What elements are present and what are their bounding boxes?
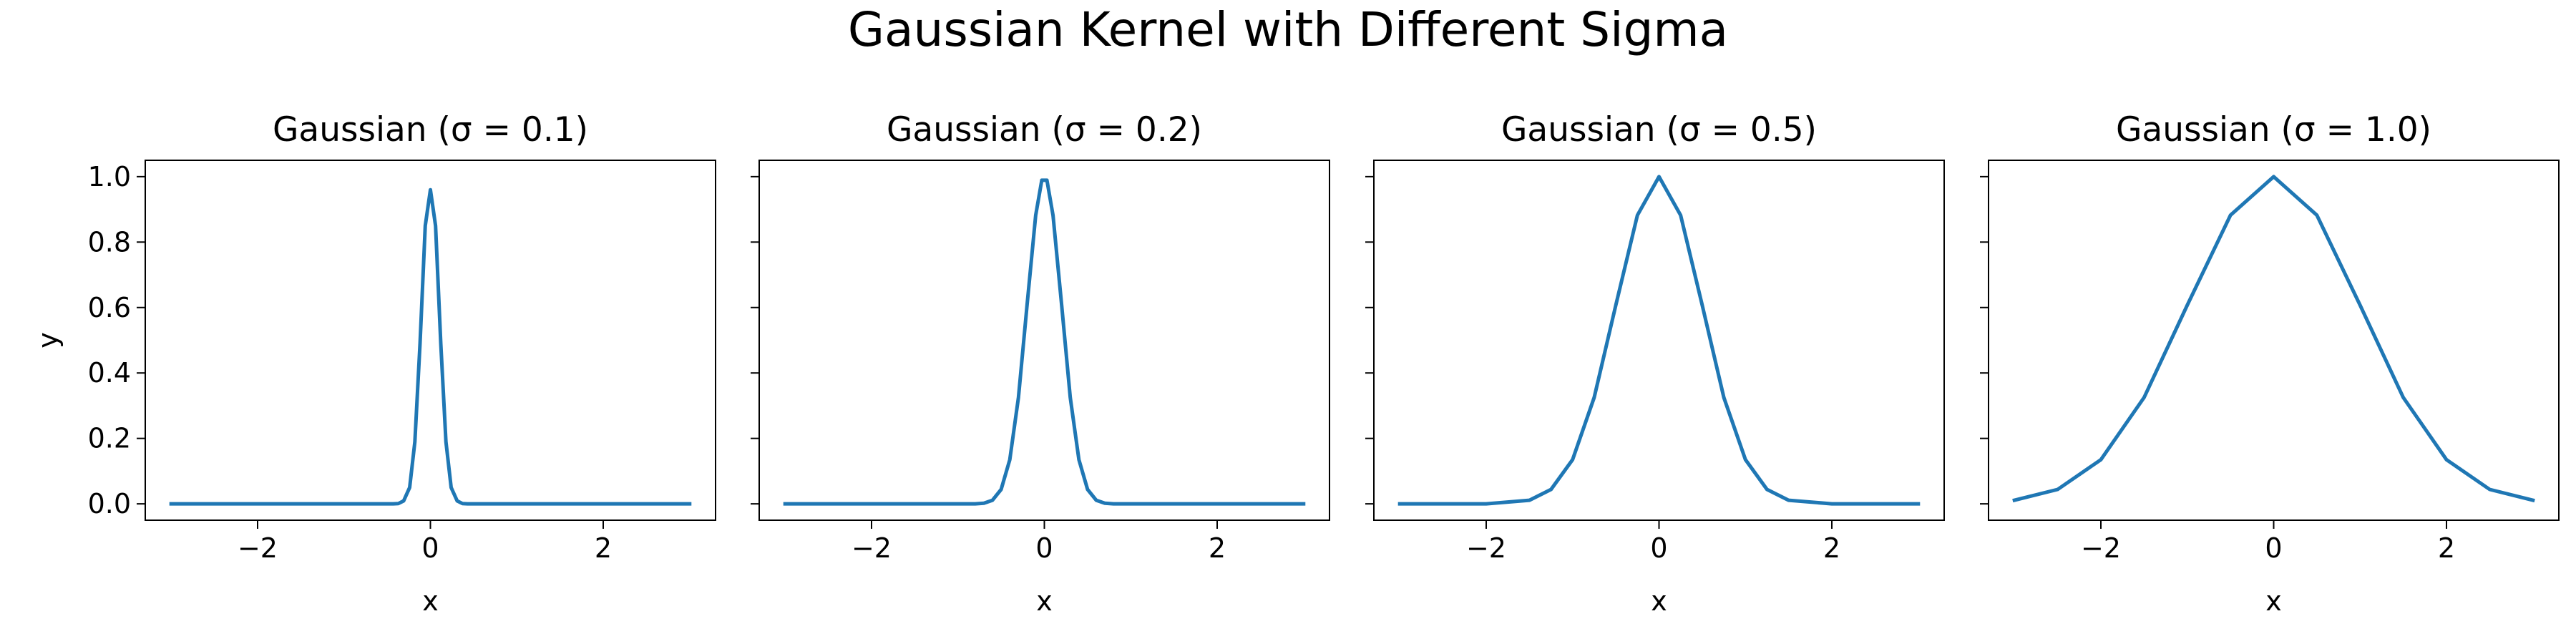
x-tick-label: −2 — [238, 532, 278, 564]
axes-frame — [758, 160, 1330, 521]
y-tick-label: 0.0 — [88, 488, 131, 519]
x-axis-label: x — [2265, 585, 2282, 617]
y-axis-label: y — [32, 332, 64, 348]
y-tick-label: 0.2 — [88, 423, 131, 454]
x-axis-label: x — [1036, 585, 1053, 617]
x-tick-label: 0 — [2265, 532, 2282, 564]
x-axis-label: x — [422, 585, 439, 617]
x-tick-label: 0 — [1035, 532, 1053, 564]
gaussian-curve — [1397, 175, 1921, 506]
axes-frame — [145, 160, 716, 521]
gaussian-curve — [783, 178, 1306, 506]
gaussian-curve — [2012, 175, 2535, 503]
subplot-2: Gaussian (σ = 0.2) −2 0 2 x — [751, 110, 1330, 617]
x-tick-label: 2 — [1209, 532, 1226, 564]
x-tick-label: 0 — [421, 532, 439, 564]
subplot-1: Gaussian (σ = 0.1) −2 0 2 0.0 0.2 0.4 0.6 0.8 1.0… — [32, 110, 716, 617]
subplot-title: Gaussian (σ = 0.1) — [273, 110, 588, 150]
subplot-title: Gaussian (σ = 0.5) — [1501, 110, 1817, 150]
y-tick-label: 0.8 — [88, 226, 131, 258]
x-tick-label: −2 — [852, 532, 892, 564]
y-tick-label: 0.4 — [88, 357, 131, 389]
subplot-grid: Gaussian (σ = 0.1) −2 0 2 0.0 0.2 0.4 0.6 0.8 1.0… — [32, 110, 2560, 617]
x-tick-label: 2 — [595, 532, 612, 564]
axes-frame — [1988, 160, 2560, 521]
x-tick-label: −2 — [1466, 532, 1506, 564]
x-tick-label: −2 — [2081, 532, 2121, 564]
figure-title: Gaussian Kernel with Different Sigma — [848, 2, 1728, 57]
x-axis-label: x — [1651, 585, 1667, 617]
axes-frame — [1373, 160, 1945, 521]
x-tick-label: 0 — [1650, 532, 1667, 564]
gaussian-curve — [169, 187, 692, 506]
subplot-4: Gaussian (σ = 1.0) −2 0 2 x — [1980, 110, 2560, 617]
subplot-title: Gaussian (σ = 1.0) — [2116, 110, 2431, 150]
subplot-title: Gaussian (σ = 0.2) — [887, 110, 1202, 150]
x-tick-label: 2 — [1823, 532, 1840, 564]
x-tick-label: 2 — [2438, 532, 2455, 564]
subplot-3: Gaussian (σ = 0.5) −2 0 2 x — [1365, 110, 1945, 617]
y-tick-label: 0.6 — [88, 292, 131, 323]
y-tick-label: 1.0 — [88, 161, 131, 192]
